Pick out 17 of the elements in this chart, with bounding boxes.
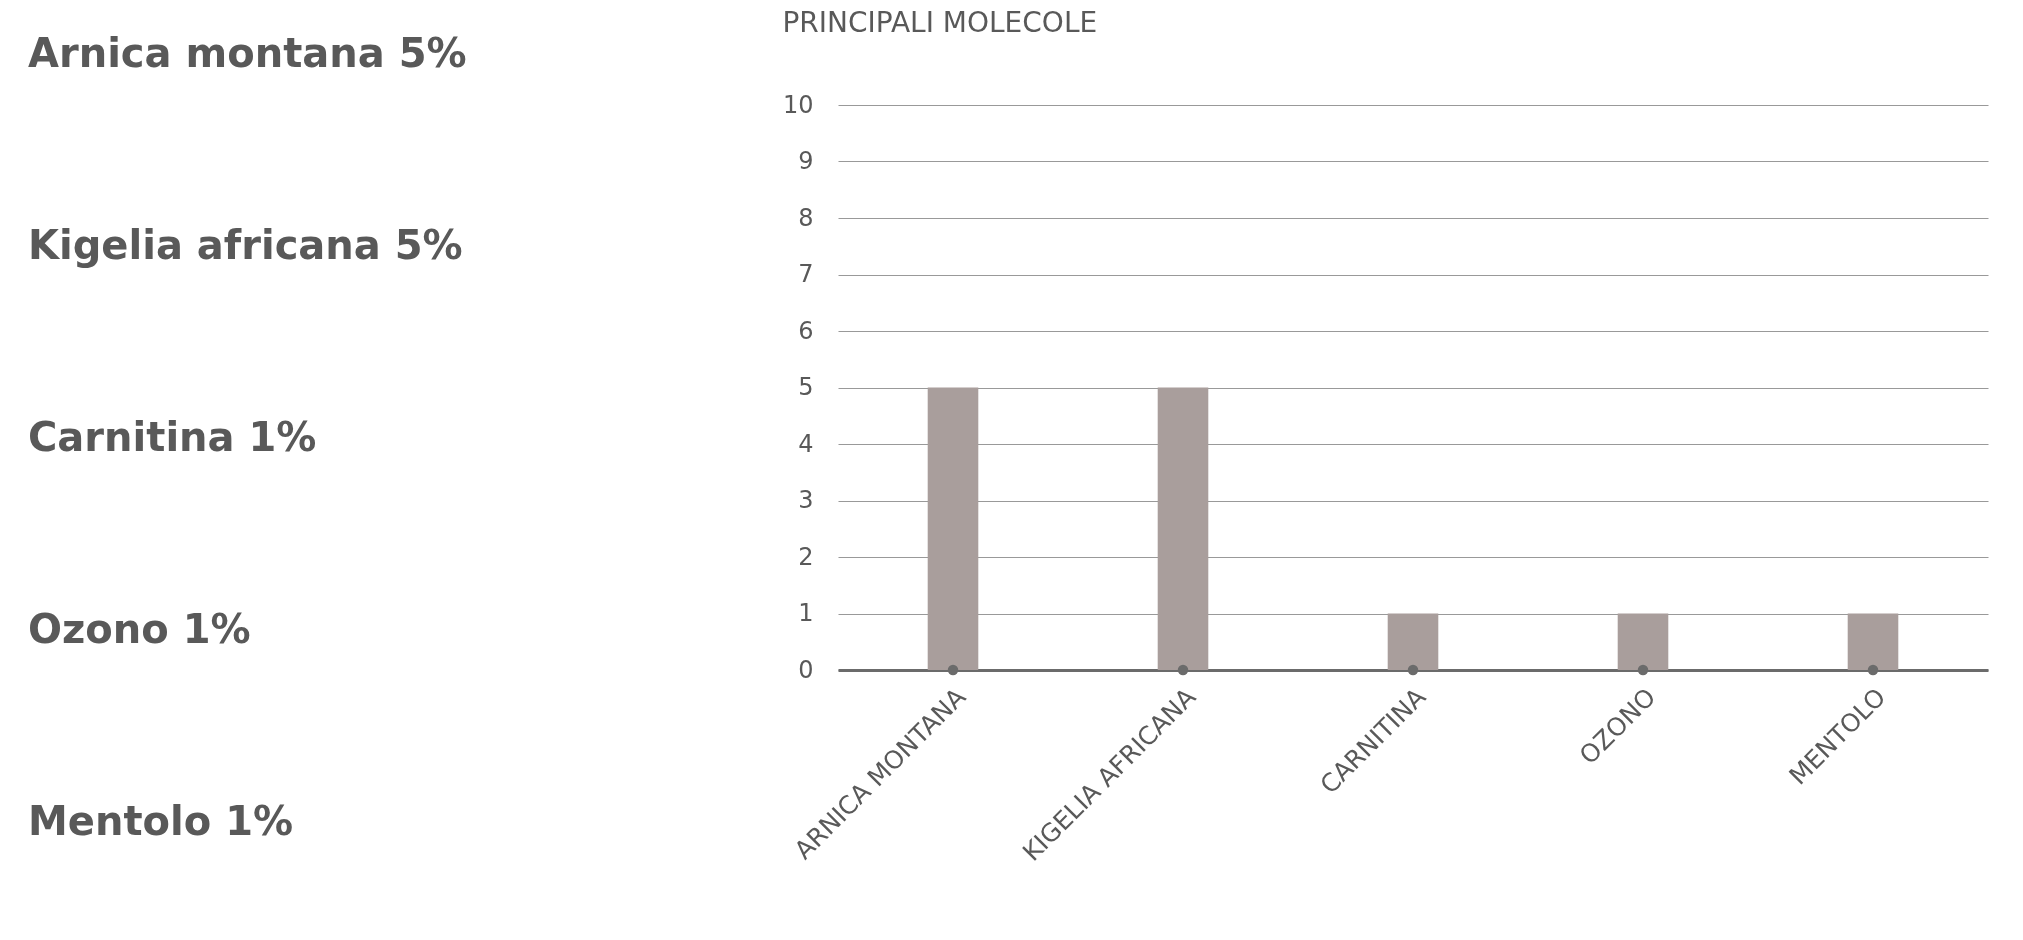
y-tick-label: 2: [798, 542, 814, 571]
y-tick-label: 7: [798, 260, 814, 288]
y-tick-label: 5: [798, 373, 814, 401]
y-tick-label: 8: [798, 203, 814, 232]
y-tick-label: 9: [798, 147, 814, 175]
y-tick-label: 6: [798, 316, 814, 345]
text: Arnica montana 5%: [28, 30, 467, 76]
text: Kigelia africana 5%: [28, 222, 463, 268]
y-tick-label: 0: [798, 655, 814, 684]
y-tick-label: 10: [782, 90, 814, 119]
y-tick-label: 4: [798, 429, 814, 458]
text: Carnitina 1%: [28, 414, 317, 460]
chart-title: PRINCIPALI MOLECOLE: [782, 6, 1098, 39]
text: Ozono 1%: [28, 606, 251, 652]
y-tick-label: 3: [798, 486, 814, 514]
y-tick-label: 1: [798, 599, 814, 627]
text: Mentolo 1%: [28, 798, 294, 844]
